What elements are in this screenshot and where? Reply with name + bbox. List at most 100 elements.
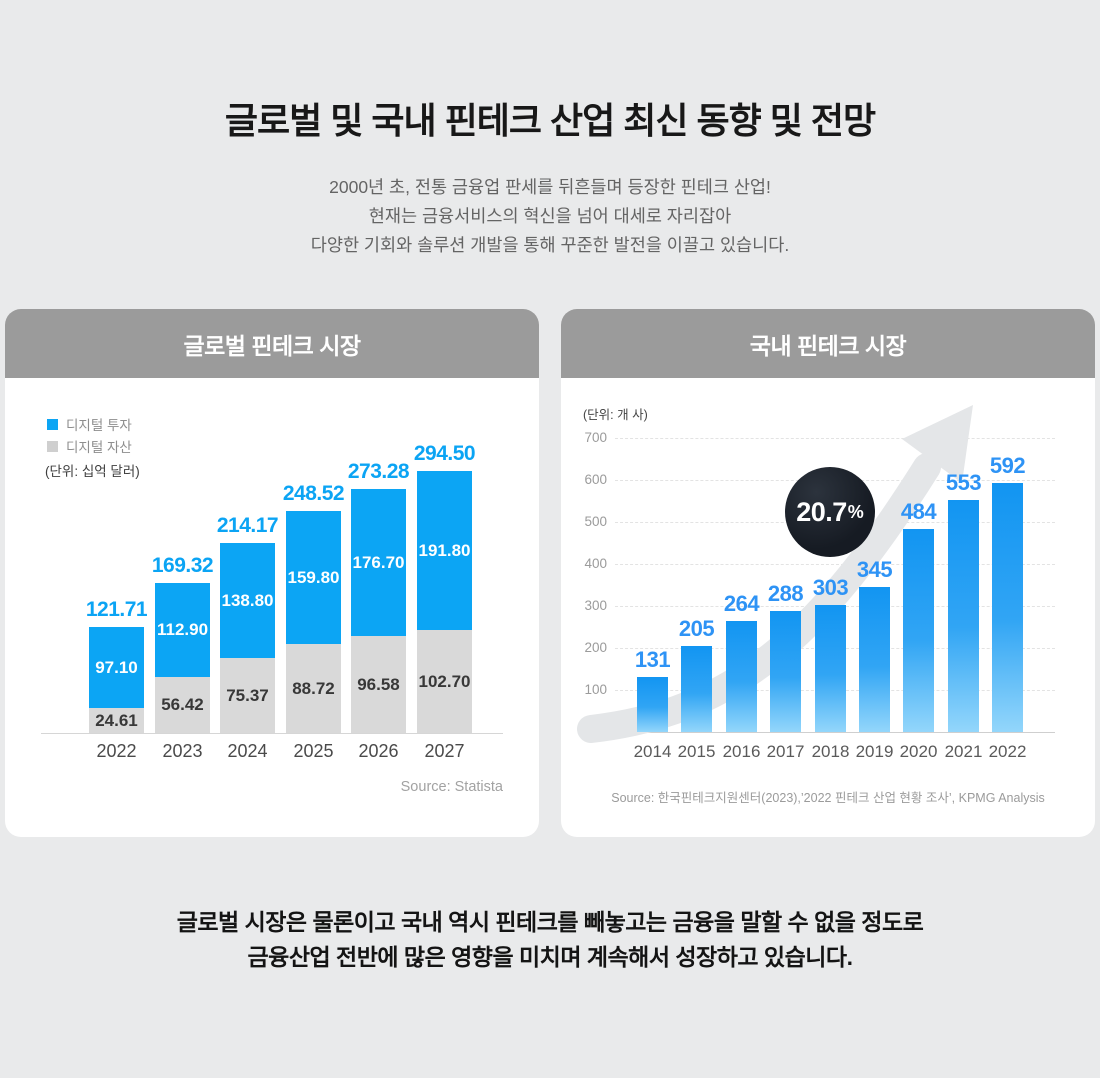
bar xyxy=(770,611,801,732)
x-axis-tick-label: 2022 xyxy=(988,742,1027,761)
bar-segment-label: 102.70 xyxy=(418,671,471,691)
bar-total-label: 294.50 xyxy=(413,442,476,465)
gridline xyxy=(615,564,1055,565)
bar-value-label: 553 xyxy=(945,470,982,495)
bar-segment-digital-asset xyxy=(351,636,406,733)
footer-line: 금융산업 전반에 많은 영향을 미치며 계속해서 성장하고 있습니다. xyxy=(247,944,853,970)
bar-total-label: 121.71 xyxy=(85,598,148,621)
y-axis-tick-label: 500 xyxy=(584,514,607,529)
x-axis-tick-label: 2024 xyxy=(227,741,268,761)
x-axis-tick-label: 2018 xyxy=(811,742,850,761)
page-title: 글로벌 및 국내 핀테크 산업 최신 동향 및 전망 xyxy=(224,100,876,141)
global-fintech-card: 글로벌 핀테크 시장 디지털 투자 디지털 자산 (단위: 십억 달러) 24.… xyxy=(5,309,539,837)
y-axis-tick-label: 200 xyxy=(584,640,607,655)
bar-value-label: 288 xyxy=(767,581,804,606)
bar-segment-digital-asset xyxy=(89,708,144,733)
bar-segment-label: 56.42 xyxy=(161,695,204,714)
x-axis-tick-label: 2027 xyxy=(424,741,465,761)
bar-segment-digital-asset xyxy=(286,644,341,733)
chart-legend: 디지털 투자 디지털 자산 xyxy=(47,413,132,457)
x-axis-tick-label: 2021 xyxy=(944,742,983,761)
bar-segment-label: 112.90 xyxy=(156,620,209,639)
bar-value-label: 484 xyxy=(900,499,937,524)
y-axis-tick-label: 100 xyxy=(584,682,607,697)
growth-rate-badge: 20.7 % xyxy=(785,467,875,557)
subtitle-line: 다양한 기회와 솔루션 개발을 통해 꾸준한 발전을 이끌고 있습니다. xyxy=(310,235,790,255)
percent-sign: % xyxy=(847,501,864,522)
global-chart-plot: 디지털 투자 디지털 자산 (단위: 십억 달러) 24.61 97.10 121.… xyxy=(5,309,539,837)
x-axis-tick-label: 2022 xyxy=(96,741,137,761)
bar xyxy=(992,483,1023,732)
global-card-title: 글로벌 핀테크 시장 xyxy=(183,332,361,359)
bar xyxy=(903,529,934,732)
legend-swatch-gray xyxy=(47,440,58,452)
domestic-card-header: 국내 핀테크 시장 xyxy=(561,309,1095,378)
y-axis-tick-label: 600 xyxy=(584,472,607,487)
bar-value-label: 303 xyxy=(812,575,849,600)
bar-value-label: 592 xyxy=(989,453,1026,478)
bar xyxy=(815,605,846,732)
bar-segment-digital-asset xyxy=(155,677,210,733)
bar-total-label: 214.17 xyxy=(216,514,279,537)
footer-line: 글로벌 시장은 물론이고 국내 역시 핀테크를 빼놓고는 금융을 말할 수 없을… xyxy=(176,909,924,935)
x-axis-tick-label: 2014 xyxy=(633,742,672,761)
bar xyxy=(948,500,979,732)
legend-label: 디지털 자산 xyxy=(66,440,132,455)
bar-segment-label: 159.80 xyxy=(287,567,340,587)
legend-swatch-blue xyxy=(47,418,58,430)
bar-segment-digital-asset xyxy=(220,658,275,733)
bar-segment-label: 191.80 xyxy=(418,540,471,560)
growth-rate-value: 20.7 xyxy=(796,496,847,527)
bar-segment-digital-investment xyxy=(417,471,472,630)
bar-segment-digital-investment xyxy=(89,627,144,708)
bar-total-label: 248.52 xyxy=(282,482,345,505)
bar xyxy=(859,587,890,732)
page-subtitle: 2000년 초, 전통 금융업 판세를 뒤흔들며 등장한 핀테크 산업! 현재는… xyxy=(0,173,1100,260)
x-axis-line xyxy=(41,733,503,734)
unit-label: (단위: 십억 달러) xyxy=(45,464,140,479)
subtitle-line: 2000년 초, 전통 금융업 판세를 뒤흔들며 등장한 핀테크 산업! xyxy=(329,177,771,197)
bar-segment-label: 75.37 xyxy=(226,685,269,705)
x-axis-tick-label: 2019 xyxy=(855,742,894,761)
x-axis-tick-label: 2025 xyxy=(293,741,334,761)
bar-segment-digital-asset xyxy=(417,630,472,733)
bar-value-label: 264 xyxy=(723,591,760,616)
page-footer: 글로벌 시장은 물론이고 국내 역시 핀테크를 빼놓고는 금융을 말할 수 없을… xyxy=(0,905,1100,975)
y-axis-tick-label: 300 xyxy=(584,598,607,613)
bar-value-label: 205 xyxy=(678,616,715,641)
x-axis-tick-label: 2026 xyxy=(358,741,399,761)
bar-segment-label: 176.70 xyxy=(352,552,405,572)
bar-segment-label: 24.61 xyxy=(95,710,138,730)
bar-value-label: 345 xyxy=(856,557,893,582)
bar-segment-digital-investment xyxy=(220,543,275,658)
bar-total-label: 169.32 xyxy=(151,554,214,577)
bar-segment-label: 138.80 xyxy=(221,590,274,610)
source-note: Source: 한국핀테크지원센터(2023),’2022 핀테크 산업 현황 … xyxy=(611,791,1045,805)
bar xyxy=(726,621,757,732)
bar-segment-label: 97.10 xyxy=(95,657,138,677)
x-axis-tick-label: 2020 xyxy=(899,742,938,761)
domestic-chart-plot: (단위: 개 사) 0 100 200 300 400 500 600 700 131 2014… xyxy=(561,309,1095,837)
legend-item-digital-asset: 디지털 자산 xyxy=(47,435,132,457)
x-axis-tick-label: 2015 xyxy=(677,742,716,761)
x-axis-tick-label: 2017 xyxy=(766,742,805,761)
bar-segment-digital-investment xyxy=(155,583,210,677)
bar-segment-digital-investment xyxy=(286,511,341,644)
bar xyxy=(681,646,712,732)
x-axis-line xyxy=(615,732,1055,733)
subtitle-line: 현재는 금융서비스의 혁신을 넘어 대세로 자리잡아 xyxy=(368,206,732,226)
gridline xyxy=(615,438,1055,439)
bar-segment-label: 88.72 xyxy=(292,678,335,698)
bar-value-label: 131 xyxy=(634,647,671,672)
bar-segment-digital-investment xyxy=(351,489,406,636)
y-axis-tick-label: 400 xyxy=(584,556,607,571)
source-note: Source: Statista xyxy=(400,779,503,795)
bar-segment-label: 96.58 xyxy=(357,674,400,694)
x-axis-tick-label: 2023 xyxy=(162,741,203,761)
unit-label: (단위: 개 사) xyxy=(583,408,648,422)
legend-item-digital-investment: 디지털 투자 xyxy=(47,413,132,435)
y-axis-tick-label: 700 xyxy=(584,430,607,445)
bar xyxy=(637,677,668,732)
global-card-header: 글로벌 핀테크 시장 xyxy=(5,309,539,378)
legend-label: 디지털 투자 xyxy=(66,418,132,433)
